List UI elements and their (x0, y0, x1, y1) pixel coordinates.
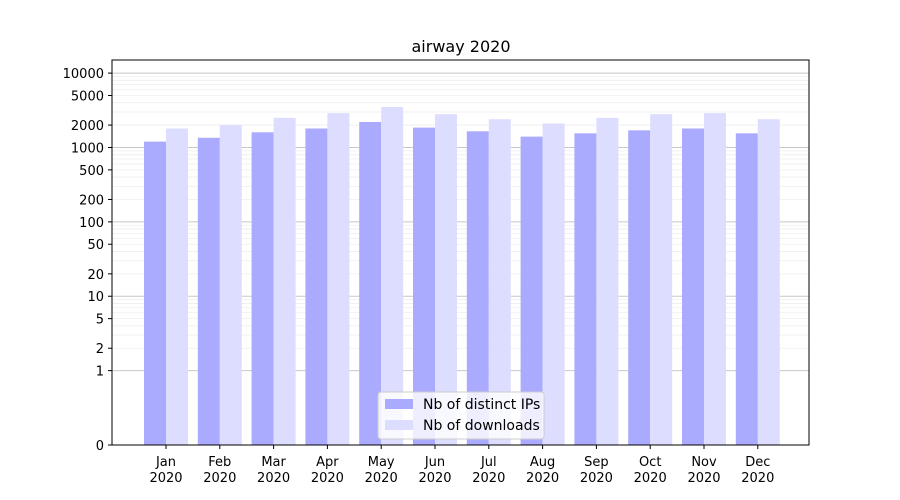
x-tick-label-month: Feb (208, 455, 231, 470)
y-tick-label: 10 (87, 290, 104, 305)
chart-title: airway 2020 (412, 37, 511, 56)
legend-frame (377, 391, 545, 440)
bar-distinct-ips (520, 136, 543, 445)
x-tick-label-month: Aug (530, 455, 555, 470)
y-axis: 0 1 2 5 10 20 50 100 200 500 1000 2000 5000 10000 (63, 67, 112, 454)
bar-downloads (596, 117, 619, 445)
x-tick-label-month: Jun (424, 455, 445, 470)
bars (144, 107, 780, 446)
bar-downloads (381, 107, 404, 446)
bar-distinct-ips (735, 133, 758, 446)
bar-downloads (488, 119, 511, 446)
bar-downloads (435, 114, 457, 445)
bar-distinct-ips (628, 130, 651, 446)
x-tick-label-year: 2020 (687, 471, 720, 486)
x-tick-label-month: Oct (639, 455, 661, 470)
plot-frame (111, 59, 810, 446)
y-tick-label: 200 (79, 193, 104, 208)
x-tick-label-year: 2020 (580, 471, 613, 486)
bar-distinct-ips (682, 128, 704, 446)
x-tick-label-month: Mar (261, 455, 286, 470)
bar-distinct-ips (413, 127, 435, 446)
x-tick-label-year: 2020 (472, 471, 505, 486)
x-axis: Jan2020Feb2020Mar2020Apr2020May2020Jun20… (149, 445, 774, 486)
x-tick-label-year: 2020 (634, 471, 667, 486)
x-tick-label-year: 2020 (311, 471, 344, 486)
y-tick-label: 2 (96, 342, 104, 357)
y-tick-label: 100 (79, 216, 104, 231)
y-tick-label: 5 (96, 313, 104, 328)
bar-downloads (219, 125, 242, 445)
y-tick-label: 500 (79, 164, 104, 179)
x-tick-label-month: Nov (691, 455, 717, 470)
x-tick-label-year: 2020 (741, 471, 774, 486)
x-tick-label-month: Sep (584, 455, 609, 470)
bar-distinct-ips (144, 141, 166, 445)
y-tick-label: 0 (96, 439, 104, 454)
x-tick-label-year: 2020 (418, 471, 451, 486)
x-tick-label-month: Dec (745, 455, 770, 470)
bar-distinct-ips (574, 133, 597, 446)
x-tick-label-year: 2020 (365, 471, 398, 486)
bar-downloads (650, 114, 673, 445)
y-tick-label: 1000 (71, 141, 104, 156)
bar-downloads (273, 117, 296, 445)
y-tick-label: 5000 (71, 89, 104, 104)
y-tick-label: 2000 (71, 119, 104, 134)
x-tick-label-year: 2020 (257, 471, 290, 486)
bar-downloads (327, 113, 350, 445)
x-tick-label-month: Apr (316, 455, 339, 470)
x-tick-label-year: 2020 (526, 471, 559, 486)
x-tick-label-year: 2020 (203, 471, 236, 486)
bar-downloads (704, 113, 726, 445)
x-tick-label-month: Jan (155, 455, 176, 470)
y-tick-label: 1 (96, 365, 104, 380)
y-tick-label: 10000 (63, 67, 104, 82)
legend-label-distinct-ips: Nb of distinct IPs (423, 397, 540, 413)
bar-downloads (757, 119, 780, 446)
legend-label-downloads: Nb of downloads (423, 418, 540, 434)
bar-distinct-ips (359, 122, 382, 446)
bar-distinct-ips (305, 128, 328, 446)
x-tick-label-month: May (368, 455, 395, 470)
bar-distinct-ips (251, 132, 274, 445)
legend-swatch-downloads (385, 420, 413, 430)
x-tick-label-month: Jul (480, 455, 497, 470)
bar-downloads (166, 128, 188, 446)
bar-distinct-ips (466, 131, 489, 446)
y-tick-label: 20 (87, 268, 104, 283)
bar-downloads (542, 123, 565, 445)
legend-swatch-distinct-ips (385, 399, 413, 409)
y-tick-label: 50 (87, 238, 104, 253)
legend: Nb of distinct IPs Nb of downloads (377, 391, 545, 440)
x-tick-label-year: 2020 (149, 471, 182, 486)
bar-distinct-ips (197, 137, 220, 445)
